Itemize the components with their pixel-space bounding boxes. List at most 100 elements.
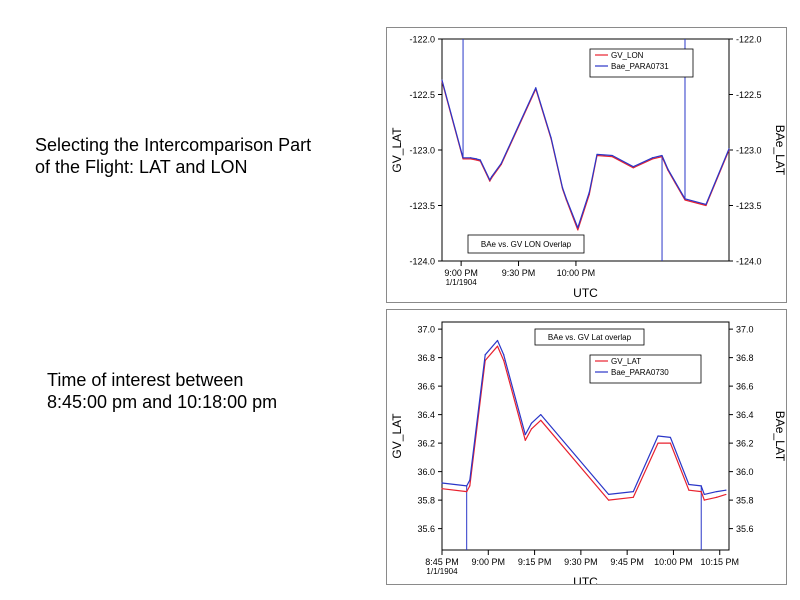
y-tick-label-right: 35.6 bbox=[736, 524, 754, 534]
lon-chart: -122.0 -122.0 -122.5 -122.5 -123.0 -123.0 -123… bbox=[390, 35, 786, 301]
y-tick-label-left: -123.5 bbox=[409, 201, 435, 211]
data-point-gv_lat bbox=[496, 345, 499, 347]
data-point-gv_lon bbox=[611, 156, 613, 158]
data-point-bae_para0730 bbox=[632, 490, 634, 493]
y-tick-label-left: 36.2 bbox=[417, 439, 435, 449]
bottom-caption-line-2: 8:45:00 pm and 10:18:00 pm bbox=[47, 392, 278, 412]
data-point-gv_lat bbox=[524, 439, 526, 441]
data-point-bae_para0731 bbox=[491, 176, 493, 178]
y-tick-label-left: 35.6 bbox=[417, 524, 435, 534]
data-point-bae_para0731 bbox=[596, 153, 598, 156]
data-point-gv_lat bbox=[466, 490, 468, 493]
data-point-bae_para0730 bbox=[669, 436, 671, 439]
data-point-bae_para0731 bbox=[728, 148, 730, 150]
data-point-bae_para0730 bbox=[657, 435, 659, 437]
series-line-gv_lon bbox=[441, 81, 730, 231]
lat-chart-panel: 35.6 35.6 35.8 35.8 36.0 36.0 36.2 36.2 36.4 36.4… bbox=[386, 309, 787, 585]
data-point-bae_para0730 bbox=[484, 354, 486, 356]
y-tick-label-right: 36.4 bbox=[736, 410, 754, 420]
y-tick-label-left: 36.0 bbox=[417, 467, 435, 477]
y-axis-label-left: GV_LAT bbox=[390, 127, 404, 173]
data-point-bae_para0730 bbox=[524, 433, 526, 436]
data-point-bae_para0731 bbox=[565, 198, 567, 200]
annotation-text: BAe vs. GV LON Overlap bbox=[481, 240, 572, 249]
data-point-bae_para0731 bbox=[489, 179, 491, 181]
legend-box bbox=[589, 354, 702, 384]
data-point-bae_para0730 bbox=[503, 354, 505, 356]
data-point-bae_para0731 bbox=[661, 154, 663, 157]
data-point-bae_para0731 bbox=[561, 187, 564, 189]
data-point-gv_lat bbox=[703, 499, 705, 501]
data-point-bae_para0731 bbox=[479, 159, 481, 161]
data-point-gv_lon bbox=[684, 199, 686, 201]
top-caption-line-2: of the Flight: LAT and LON bbox=[35, 157, 248, 177]
x-tick-label: 10:15 PM bbox=[700, 557, 739, 567]
bottom-caption-line-1: Time of interest between bbox=[47, 370, 244, 390]
data-point-gv_lat bbox=[657, 442, 659, 444]
y-tick-label-right: 35.8 bbox=[736, 496, 754, 506]
data-point-gv_lat bbox=[688, 489, 690, 491]
data-point-bae_para0730 bbox=[716, 490, 718, 493]
data-point-gv_lat bbox=[725, 493, 727, 496]
x-tick-sublabel: 1/1/1904 bbox=[426, 567, 458, 576]
legend-entry: GV_LAT bbox=[611, 357, 641, 366]
data-point-gv_lat bbox=[503, 359, 505, 362]
data-point-gv_lon bbox=[705, 204, 707, 207]
data-point-gv_lat bbox=[632, 496, 634, 498]
data-point-gv_lon bbox=[475, 159, 478, 161]
data-point-bae_para0731 bbox=[500, 162, 502, 164]
y-tick-label-left: -124.0 bbox=[409, 257, 435, 267]
data-point-bae_para0731 bbox=[684, 198, 686, 200]
annotation-box bbox=[467, 234, 585, 254]
series-line-bae_para0731 bbox=[441, 79, 730, 229]
y-tick-label-right: 36.0 bbox=[736, 467, 754, 477]
data-point-bae_para0730 bbox=[703, 493, 705, 496]
legend-entry: Bae_PARA0730 bbox=[611, 368, 669, 377]
data-point-bae_para0731 bbox=[441, 79, 443, 81]
data-point-bae_para0731 bbox=[611, 154, 613, 157]
legend-entry: GV_LON bbox=[611, 51, 644, 60]
y-tick-label-left: 36.8 bbox=[417, 353, 435, 363]
y-axis-label-right: BAe_LAT bbox=[773, 125, 786, 176]
data-point-bae_para0731 bbox=[674, 181, 677, 183]
y-tick-label-right: 36.2 bbox=[736, 439, 754, 449]
data-point-bae_para0731 bbox=[462, 157, 464, 159]
annotation-box bbox=[534, 328, 645, 346]
data-point-bae_para0731 bbox=[550, 137, 552, 139]
y-tick-label-right: 37.0 bbox=[736, 325, 754, 335]
data-point-gv_lon bbox=[577, 229, 579, 231]
data-point-bae_para0731 bbox=[651, 157, 654, 159]
data-point-bae_para0731 bbox=[470, 157, 472, 159]
top-caption-line-1: Selecting the Intercomparison Part bbox=[35, 135, 312, 155]
y-tick-label-left: -123.0 bbox=[409, 146, 435, 156]
data-point-bae_para0731 bbox=[632, 166, 634, 168]
bottom-caption: Time of interest between 8:45:00 pm and … bbox=[47, 369, 277, 413]
data-point-bae_para0730 bbox=[469, 479, 471, 481]
data-point-bae_para0730 bbox=[688, 483, 690, 486]
data-point-bae_para0730 bbox=[540, 414, 542, 416]
data-point-gv_lat bbox=[441, 488, 443, 490]
plot-frame bbox=[441, 321, 730, 551]
x-axis-label: UTC bbox=[573, 286, 598, 300]
data-point-gv_lon bbox=[489, 180, 491, 182]
data-point-gv_lat bbox=[469, 485, 471, 487]
data-point-bae_para0731 bbox=[577, 227, 579, 229]
data-point-bae_para0731 bbox=[667, 168, 669, 170]
y-tick-label-left: -122.5 bbox=[409, 90, 435, 100]
data-point-gv_lat bbox=[716, 496, 718, 498]
data-point-bae_para0730 bbox=[725, 489, 727, 491]
x-tick-label: 8:45 PM bbox=[425, 557, 459, 567]
y-tick-label-right: 36.8 bbox=[736, 353, 754, 363]
data-point-gv_lon bbox=[632, 167, 634, 169]
y-tick-label-right: -123.0 bbox=[736, 146, 762, 156]
data-point-gv_lat bbox=[608, 499, 610, 501]
data-point-bae_para0731 bbox=[588, 191, 590, 193]
x-tick-label: 9:00 PM bbox=[444, 268, 478, 278]
x-tick-label: 9:00 PM bbox=[472, 557, 506, 567]
data-point-bae_para0730 bbox=[530, 422, 533, 424]
data-point-bae_para0730 bbox=[608, 493, 610, 496]
x-tick-label: 9:45 PM bbox=[610, 557, 644, 567]
data-point-bae_para0731 bbox=[705, 203, 707, 205]
x-tick-label: 10:00 PM bbox=[654, 557, 693, 567]
data-point-gv_lat bbox=[540, 419, 542, 421]
